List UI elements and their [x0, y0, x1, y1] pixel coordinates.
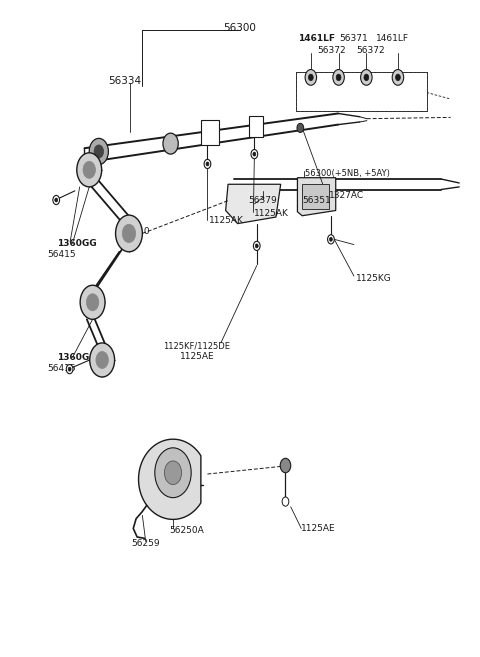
Text: 56415: 56415 — [48, 364, 76, 373]
Circle shape — [329, 237, 332, 241]
Text: 56250A: 56250A — [169, 526, 204, 535]
Circle shape — [122, 224, 136, 242]
Text: 56371: 56371 — [339, 34, 368, 43]
Polygon shape — [226, 184, 281, 223]
Polygon shape — [298, 177, 336, 215]
Circle shape — [336, 74, 341, 81]
Text: 56410: 56410 — [121, 227, 150, 236]
Circle shape — [360, 70, 372, 85]
Text: 1125AE: 1125AE — [180, 352, 214, 361]
Text: 56372: 56372 — [356, 46, 384, 55]
Circle shape — [309, 74, 313, 81]
Circle shape — [77, 153, 102, 187]
Circle shape — [116, 215, 143, 252]
Circle shape — [68, 367, 71, 371]
Text: 1125AE: 1125AE — [301, 524, 336, 533]
Circle shape — [280, 459, 291, 473]
Circle shape — [94, 145, 104, 158]
Circle shape — [86, 294, 99, 311]
Circle shape — [206, 162, 209, 166]
Circle shape — [163, 133, 178, 154]
Text: 1360GG: 1360GG — [57, 353, 97, 362]
Text: 56372: 56372 — [318, 46, 346, 55]
Circle shape — [253, 241, 260, 250]
Circle shape — [90, 343, 115, 377]
Text: 56334: 56334 — [108, 76, 142, 85]
Bar — [297, 72, 427, 111]
Circle shape — [305, 70, 317, 85]
Text: 1125AK: 1125AK — [254, 210, 289, 218]
Circle shape — [333, 70, 344, 85]
Circle shape — [89, 139, 108, 165]
Circle shape — [55, 198, 58, 202]
Circle shape — [83, 162, 96, 178]
Circle shape — [80, 285, 105, 319]
Circle shape — [297, 124, 304, 133]
Circle shape — [392, 70, 404, 85]
Text: 56300(+5NB, +5AY): 56300(+5NB, +5AY) — [305, 170, 389, 178]
Bar — [297, 72, 427, 111]
Circle shape — [327, 235, 334, 244]
Circle shape — [155, 448, 191, 497]
Bar — [302, 183, 328, 208]
Text: 1327AC: 1327AC — [328, 191, 364, 200]
Text: 1125KG: 1125KG — [356, 273, 392, 283]
Circle shape — [364, 74, 369, 81]
Circle shape — [253, 152, 256, 156]
Circle shape — [53, 195, 60, 204]
Circle shape — [96, 351, 108, 369]
Circle shape — [164, 461, 181, 484]
Text: 1461LF: 1461LF — [376, 34, 408, 43]
Text: 56379: 56379 — [249, 196, 277, 205]
Circle shape — [255, 244, 258, 248]
Circle shape — [204, 160, 211, 169]
Text: 1360GG: 1360GG — [57, 238, 97, 248]
Circle shape — [396, 74, 400, 81]
Text: 56259: 56259 — [132, 539, 160, 548]
Circle shape — [251, 150, 258, 159]
Text: 56415: 56415 — [48, 250, 76, 259]
Polygon shape — [139, 439, 201, 520]
Text: 56300: 56300 — [224, 23, 256, 34]
Bar — [201, 120, 219, 145]
Text: 1125KF/1125DE: 1125KF/1125DE — [163, 341, 230, 350]
Bar — [249, 116, 263, 137]
Text: 1461LF: 1461LF — [298, 34, 335, 43]
Text: 56351: 56351 — [302, 196, 331, 205]
Text: 1125AK: 1125AK — [209, 216, 244, 225]
Circle shape — [282, 497, 289, 506]
Circle shape — [66, 365, 73, 374]
